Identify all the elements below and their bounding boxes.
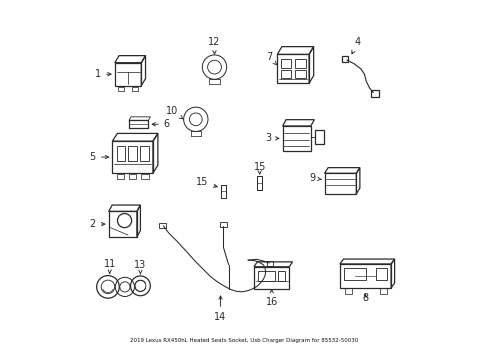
- Bar: [159, 224, 165, 228]
- Text: 11: 11: [103, 259, 116, 269]
- Bar: [115, 63, 141, 86]
- Bar: [341, 56, 347, 62]
- Bar: [294, 70, 305, 78]
- Bar: [140, 147, 148, 161]
- Bar: [277, 54, 308, 83]
- Bar: [129, 174, 136, 179]
- Bar: [280, 59, 291, 68]
- Bar: [112, 141, 153, 173]
- Text: 15: 15: [196, 177, 217, 188]
- Text: 6: 6: [152, 119, 170, 129]
- Bar: [221, 185, 225, 198]
- Text: 9: 9: [309, 173, 321, 183]
- Text: 10: 10: [166, 106, 183, 119]
- Bar: [277, 271, 285, 281]
- Text: 8: 8: [362, 293, 368, 303]
- Bar: [141, 174, 148, 179]
- Bar: [257, 176, 262, 189]
- Bar: [129, 120, 148, 128]
- Bar: [345, 288, 351, 294]
- Text: 2019 Lexus RX450hL Heated Seats Socket, Usb Charger Diagram for 85532-50030: 2019 Lexus RX450hL Heated Seats Socket, …: [130, 338, 358, 343]
- Bar: [117, 174, 123, 179]
- Bar: [280, 70, 291, 78]
- Text: 3: 3: [265, 133, 278, 143]
- Bar: [220, 222, 226, 227]
- Bar: [118, 87, 124, 91]
- Bar: [375, 268, 386, 280]
- Text: 4: 4: [351, 37, 360, 54]
- Text: 7: 7: [265, 52, 277, 65]
- Bar: [315, 130, 324, 144]
- Bar: [282, 126, 310, 151]
- Bar: [257, 271, 274, 281]
- Bar: [253, 267, 289, 289]
- Text: 5: 5: [89, 152, 108, 162]
- Text: 15: 15: [253, 162, 265, 172]
- Bar: [128, 147, 137, 161]
- Bar: [108, 211, 137, 237]
- Text: 12: 12: [208, 37, 220, 54]
- Bar: [324, 173, 356, 194]
- Bar: [116, 147, 125, 161]
- Text: 14: 14: [214, 296, 226, 322]
- Text: 16: 16: [265, 290, 277, 307]
- Bar: [294, 59, 305, 68]
- Text: 2: 2: [89, 219, 104, 229]
- Text: 1: 1: [95, 69, 111, 79]
- Bar: [370, 90, 378, 97]
- Bar: [339, 264, 390, 288]
- Text: 13: 13: [134, 260, 146, 270]
- Bar: [379, 288, 386, 294]
- Bar: [266, 261, 272, 266]
- Bar: [344, 268, 365, 280]
- Bar: [132, 87, 138, 91]
